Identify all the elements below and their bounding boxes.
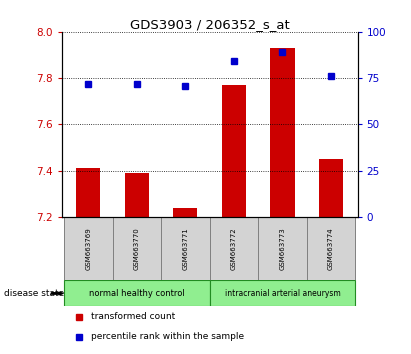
Text: GSM663772: GSM663772 xyxy=(231,227,237,270)
Text: intracranial arterial aneurysm: intracranial arterial aneurysm xyxy=(224,289,340,298)
Text: GSM663771: GSM663771 xyxy=(182,227,188,270)
Text: GSM663773: GSM663773 xyxy=(279,227,285,270)
Bar xyxy=(76,168,100,217)
Bar xyxy=(64,217,113,280)
Text: disease state: disease state xyxy=(4,289,65,298)
Bar xyxy=(210,280,355,307)
Bar xyxy=(210,217,258,280)
Text: GSM663774: GSM663774 xyxy=(328,227,334,270)
Title: GDS3903 / 206352_s_at: GDS3903 / 206352_s_at xyxy=(130,18,289,31)
Bar xyxy=(222,85,246,217)
Bar xyxy=(258,217,307,280)
Bar xyxy=(125,173,149,217)
Bar xyxy=(161,217,210,280)
Bar xyxy=(319,159,343,217)
Bar xyxy=(270,48,295,217)
Bar xyxy=(307,217,355,280)
Bar xyxy=(173,207,197,217)
Text: transformed count: transformed count xyxy=(91,312,175,321)
Text: normal healthy control: normal healthy control xyxy=(89,289,185,298)
Text: GSM663770: GSM663770 xyxy=(134,227,140,270)
Bar xyxy=(113,217,161,280)
Bar xyxy=(64,280,210,307)
Text: percentile rank within the sample: percentile rank within the sample xyxy=(91,332,245,341)
Text: GSM663769: GSM663769 xyxy=(85,227,91,270)
